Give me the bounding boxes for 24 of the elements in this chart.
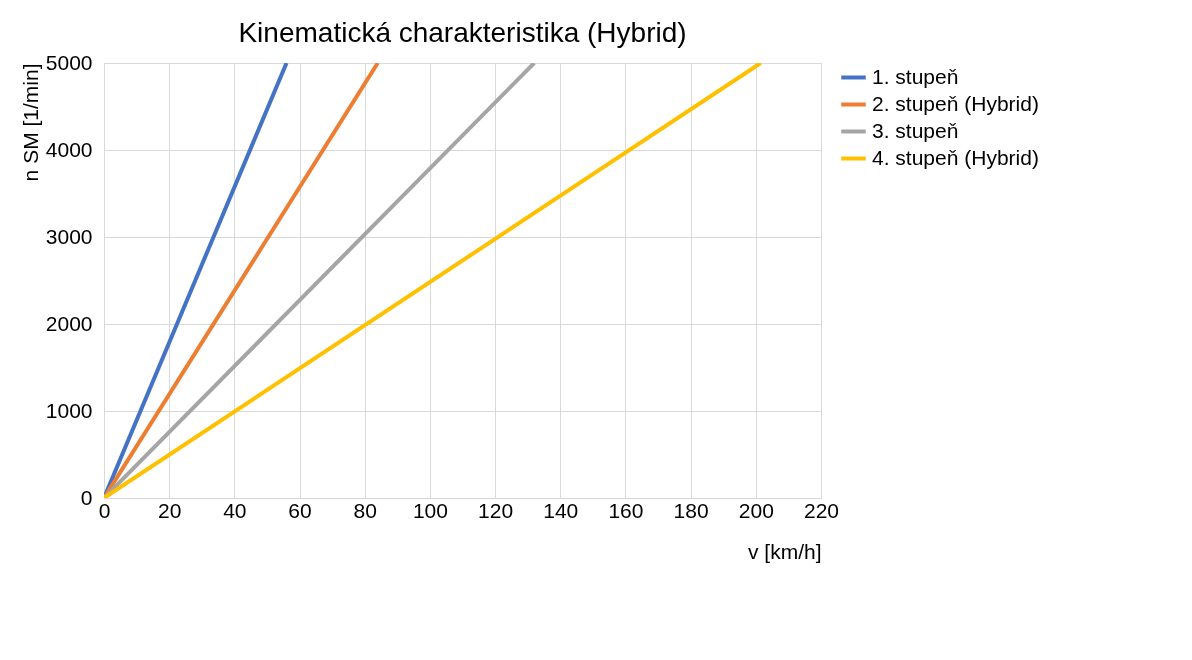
chart-title: Kinematická charakteristika (Hybrid) xyxy=(238,17,687,48)
x-tick-label: 40 xyxy=(223,498,247,522)
x-axis-title: v [km/h] xyxy=(747,539,822,563)
x-tick-label: 140 xyxy=(543,498,579,522)
x-tick-label: 200 xyxy=(738,498,774,522)
x-tick-label: 100 xyxy=(412,498,448,522)
y-tick-label: 2000 xyxy=(45,311,93,335)
y-tick-label: 1000 xyxy=(45,398,93,422)
legend-label: 2. stupeň (Hybrid) xyxy=(872,91,1039,115)
x-tick-label: 180 xyxy=(673,498,709,522)
y-tick-label: 5000 xyxy=(45,50,93,74)
x-tick-label: 0 xyxy=(98,498,111,522)
x-tick-label: 220 xyxy=(803,498,840,522)
legend-label: 3. stupeň xyxy=(872,118,959,142)
x-tick-label: 20 xyxy=(158,498,182,522)
legend-label: 4. stupeň (Hybrid) xyxy=(872,145,1039,169)
x-tick-label: 60 xyxy=(288,498,312,522)
x-tick-label: 160 xyxy=(608,498,644,522)
x-tick-label: 120 xyxy=(478,498,514,522)
y-tick-label: 4000 xyxy=(45,137,93,161)
legend-label: 1. stupeň xyxy=(872,64,959,88)
y-axis-title: n SM [1/min] xyxy=(18,63,42,182)
y-tick-label: 3000 xyxy=(45,224,93,248)
x-tick-label: 80 xyxy=(353,498,377,522)
